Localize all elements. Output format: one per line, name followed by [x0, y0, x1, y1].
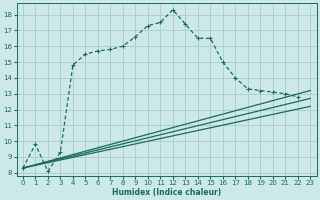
X-axis label: Humidex (Indice chaleur): Humidex (Indice chaleur): [112, 188, 221, 197]
